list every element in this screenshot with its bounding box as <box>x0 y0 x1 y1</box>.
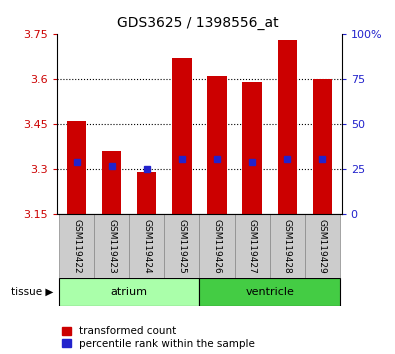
Text: GDS3625 / 1398556_at: GDS3625 / 1398556_at <box>117 16 278 30</box>
Bar <box>305 214 340 278</box>
Bar <box>313 79 332 214</box>
Bar <box>102 151 121 214</box>
Text: GSM119428: GSM119428 <box>283 219 292 274</box>
Bar <box>59 279 199 306</box>
Bar <box>94 214 129 278</box>
Bar <box>172 58 192 214</box>
Bar <box>235 214 270 278</box>
Bar <box>270 214 305 278</box>
Text: atrium: atrium <box>111 287 148 297</box>
Text: tissue ▶: tissue ▶ <box>11 287 53 297</box>
Legend: transformed count, percentile rank within the sample: transformed count, percentile rank withi… <box>62 326 255 349</box>
Text: GSM119422: GSM119422 <box>72 219 81 274</box>
Bar <box>59 214 94 278</box>
Text: GSM119426: GSM119426 <box>213 219 222 274</box>
Bar <box>164 214 199 278</box>
Bar <box>137 172 156 214</box>
Bar <box>67 121 86 214</box>
Text: GSM119424: GSM119424 <box>142 219 151 274</box>
Bar <box>243 82 262 214</box>
Text: GSM119423: GSM119423 <box>107 219 116 274</box>
Bar <box>129 214 164 278</box>
Text: GSM119427: GSM119427 <box>248 219 257 274</box>
Text: ventricle: ventricle <box>245 287 294 297</box>
Bar <box>278 40 297 214</box>
Text: GSM119425: GSM119425 <box>177 219 186 274</box>
Bar <box>207 76 227 214</box>
Bar <box>199 279 340 306</box>
Bar <box>199 214 235 278</box>
Text: GSM119429: GSM119429 <box>318 219 327 274</box>
